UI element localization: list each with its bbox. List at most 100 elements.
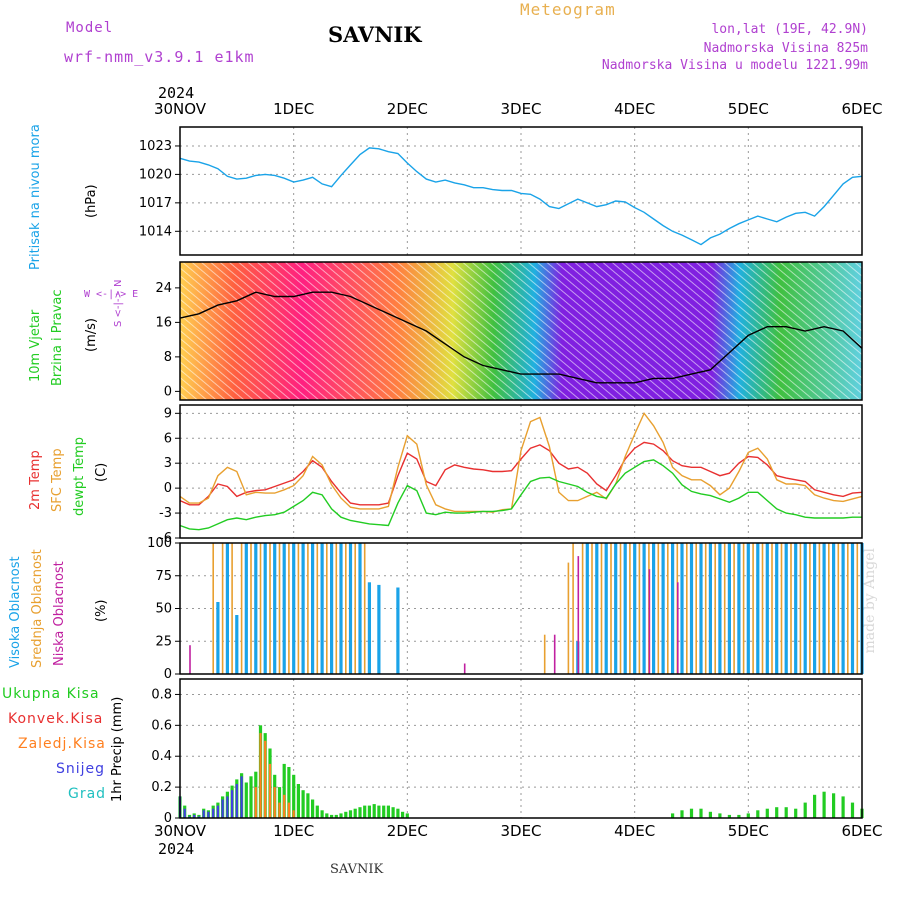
precip-bar bbox=[813, 794, 817, 818]
year-top: 2024 bbox=[158, 84, 195, 102]
cloud-bar bbox=[316, 543, 319, 674]
wind-ytick-label: 24 bbox=[155, 281, 172, 296]
cloud-bar bbox=[704, 543, 707, 674]
precip-ytick-label: 0.8 bbox=[151, 687, 172, 702]
precip-panel-frame bbox=[179, 678, 863, 819]
precip-ytick-label: 0.4 bbox=[151, 749, 172, 764]
cloud-bar bbox=[278, 543, 281, 674]
cloud-bar bbox=[567, 562, 570, 674]
pressure-ytick-label: 1020 bbox=[139, 167, 172, 182]
cloud-ytick-label: 100 bbox=[147, 536, 172, 551]
cloud-bar bbox=[591, 543, 593, 674]
cloud-ytick-label: 75 bbox=[155, 569, 172, 584]
temp-ytick-label: 6 bbox=[164, 431, 172, 446]
cloud-bar bbox=[633, 543, 637, 674]
pressure-panel-frame bbox=[179, 126, 863, 256]
cloud-bar bbox=[320, 543, 324, 674]
xtick-label-bottom: 30NOV bbox=[154, 822, 207, 840]
cloud-bar bbox=[677, 582, 679, 674]
cloud-bar bbox=[850, 543, 855, 674]
cloud-bar bbox=[803, 543, 807, 674]
cloud-bar bbox=[733, 543, 735, 674]
legend-snijeg: Snijeg bbox=[56, 761, 106, 777]
cloud-bar bbox=[367, 582, 371, 674]
precip-bar bbox=[311, 799, 315, 818]
cloud-bar bbox=[661, 543, 665, 674]
precip-bar bbox=[765, 808, 769, 818]
precip-bar bbox=[301, 790, 305, 818]
cloud-bar bbox=[273, 543, 277, 674]
xtick-label-top: 4DEC bbox=[614, 100, 655, 118]
cloud-bar bbox=[463, 663, 466, 674]
precip-bar bbox=[231, 790, 234, 818]
cloud-bar bbox=[553, 634, 556, 674]
cloud-bar bbox=[216, 602, 220, 674]
altitude-text: Nadmorska Visina 825m bbox=[703, 41, 868, 56]
xtick-label-bottom: 2DEC bbox=[387, 822, 428, 840]
cloud-bar bbox=[244, 543, 248, 674]
pressure-series-line bbox=[179, 147, 863, 246]
precip-bar bbox=[278, 802, 281, 818]
model-label: Model bbox=[66, 20, 114, 36]
cloud-bar bbox=[250, 543, 252, 674]
precip-bar bbox=[244, 782, 248, 818]
xtick-label-bottom: 5DEC bbox=[728, 822, 769, 840]
xtick-label-bottom: 6DEC bbox=[841, 822, 882, 840]
precip-bar bbox=[737, 814, 741, 818]
precip-bar bbox=[315, 805, 319, 818]
cloud-bar bbox=[345, 543, 347, 674]
precip-bar bbox=[794, 808, 798, 818]
xtick-label-bottom: 1DEC bbox=[273, 822, 314, 840]
cloud-bar bbox=[212, 543, 214, 674]
cloud-bar bbox=[761, 543, 764, 674]
cloud-bar bbox=[629, 543, 631, 674]
cloud-bar bbox=[756, 543, 760, 674]
precip-bar bbox=[292, 810, 295, 818]
precip-bar bbox=[235, 784, 238, 818]
cloud-bar bbox=[263, 543, 267, 674]
cloud-bar bbox=[225, 543, 229, 674]
cloud-bar bbox=[642, 543, 646, 674]
precip-bar bbox=[358, 807, 362, 818]
cloud-bar bbox=[794, 543, 798, 674]
cloud-bar bbox=[790, 543, 792, 674]
cloud-bar bbox=[297, 543, 300, 674]
cloud-bar bbox=[784, 543, 788, 674]
cloud-bar bbox=[775, 543, 779, 674]
cloud-bar bbox=[240, 543, 243, 674]
cloud-bar bbox=[727, 543, 731, 674]
cloud-bar bbox=[686, 543, 688, 674]
precip-bar bbox=[339, 813, 343, 818]
cloud-bar bbox=[837, 543, 840, 674]
precip-bar bbox=[287, 802, 290, 818]
cloud-bar bbox=[818, 543, 821, 674]
precip-bar bbox=[325, 813, 329, 818]
cloud-bar bbox=[689, 543, 694, 674]
precip-bar bbox=[391, 807, 395, 818]
cloud-bar bbox=[354, 543, 356, 674]
precip-ytick-label: 0.6 bbox=[151, 718, 172, 733]
precip-bar bbox=[287, 767, 291, 818]
precip-bar bbox=[193, 814, 196, 818]
cloud-bar bbox=[746, 543, 750, 674]
precip-bar bbox=[832, 793, 836, 818]
cloud-bar bbox=[648, 569, 651, 674]
precip-bar bbox=[708, 811, 712, 818]
cloud-bar bbox=[695, 543, 697, 674]
cloud-bar bbox=[311, 543, 315, 674]
cloud-bar bbox=[714, 543, 716, 674]
precip-bar bbox=[197, 814, 201, 818]
precip-bar bbox=[382, 805, 386, 818]
footer-station: SAVNIK bbox=[330, 862, 384, 877]
xtick-label-top: 6DEC bbox=[841, 100, 882, 118]
cloud-bar bbox=[288, 543, 290, 674]
precip-bar bbox=[240, 776, 243, 818]
xtick-label-bottom: 4DEC bbox=[614, 822, 655, 840]
temp-ytick-label: 0 bbox=[164, 481, 172, 496]
cloud-bar bbox=[799, 543, 802, 674]
cloud-bar bbox=[832, 543, 836, 674]
cloud-bar bbox=[307, 543, 309, 674]
cloud-bar bbox=[339, 543, 343, 674]
cloud-bar bbox=[619, 543, 622, 674]
